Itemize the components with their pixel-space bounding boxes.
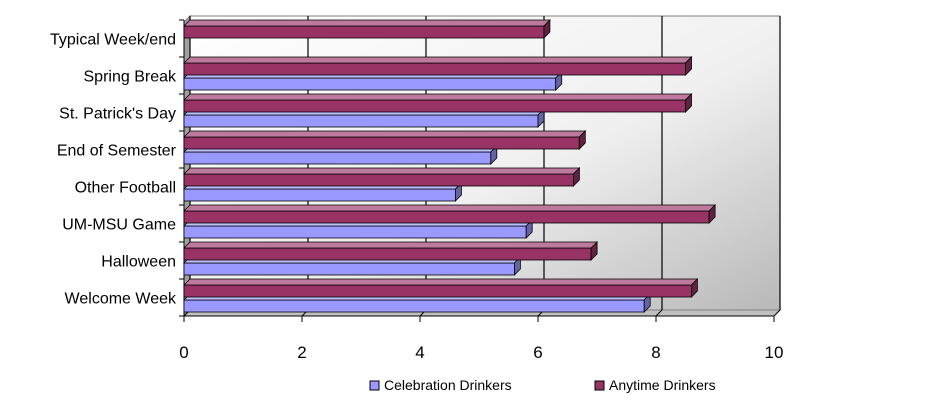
legend-swatch-1: [594, 380, 605, 391]
category-label-4: End of Semester: [57, 143, 177, 160]
bar-end-anytime-5: [685, 93, 692, 113]
bar-end-anytime-2: [708, 204, 716, 224]
bar-anytime-1: [183, 247, 592, 261]
bar-anytime-3: [183, 173, 574, 187]
bar-celebration-3: [183, 188, 456, 202]
tick-label-x-10: 10: [765, 343, 784, 362]
bar-celebration-5: [183, 114, 539, 128]
bar-top-anytime-1: [183, 241, 599, 249]
category-label-0: Welcome Week: [65, 291, 177, 308]
bar-end-anytime-3: [573, 167, 580, 187]
tick-label-x-4: 4: [415, 343, 424, 362]
bar-anytime-0: [183, 284, 692, 298]
bar-top-anytime-7: [183, 19, 551, 27]
floor-line-x-8: [655, 309, 663, 317]
bar-anytime-7: [183, 25, 545, 39]
bar-celebration-0: [183, 299, 645, 313]
bar-end-anytime-4: [578, 130, 586, 150]
bar-top-anytime-4: [183, 130, 587, 138]
bar-celebration-1: [183, 262, 515, 276]
bar-top-anytime-5: [183, 93, 693, 101]
bar-end-anytime-6: [685, 56, 692, 76]
legend-label-1: Anytime Drinkers: [609, 377, 716, 393]
category-label-6: Spring Break: [84, 69, 177, 86]
floor-line-x-10: [773, 309, 781, 317]
bar-celebration-2: [183, 225, 527, 239]
bar-anytime-5: [183, 99, 686, 113]
category-label-3: Other Football: [75, 180, 176, 197]
tick-label-x-2: 2: [297, 343, 306, 362]
bar-top-anytime-3: [183, 167, 581, 175]
category-label-7: Typical Week/end: [50, 32, 176, 49]
bar-top-anytime-6: [183, 56, 693, 64]
category-label-1: Halloween: [101, 254, 176, 271]
bar-anytime-4: [183, 136, 580, 150]
bar-celebration-6: [183, 77, 557, 91]
tick-label-x-8: 8: [651, 343, 660, 362]
category-label-2: UM-MSU Game: [62, 217, 176, 234]
legend-swatch-0: [369, 380, 380, 391]
bar-anytime-6: [183, 62, 686, 76]
bar-end-anytime-1: [590, 241, 598, 261]
bar-end-anytime-0: [691, 278, 698, 298]
legend-label-0: Celebration Drinkers: [384, 377, 512, 393]
tick-label-x-6: 6: [533, 343, 542, 362]
category-label-5: St. Patrick's Day: [59, 106, 176, 123]
bar-anytime-2: [183, 210, 710, 224]
bar-top-anytime-2: [183, 204, 717, 212]
bar-end-anytime-7: [543, 19, 551, 39]
bar-celebration-4: [183, 151, 492, 165]
tick-label-x-0: 0: [179, 343, 188, 362]
bar-top-anytime-0: [183, 278, 699, 286]
